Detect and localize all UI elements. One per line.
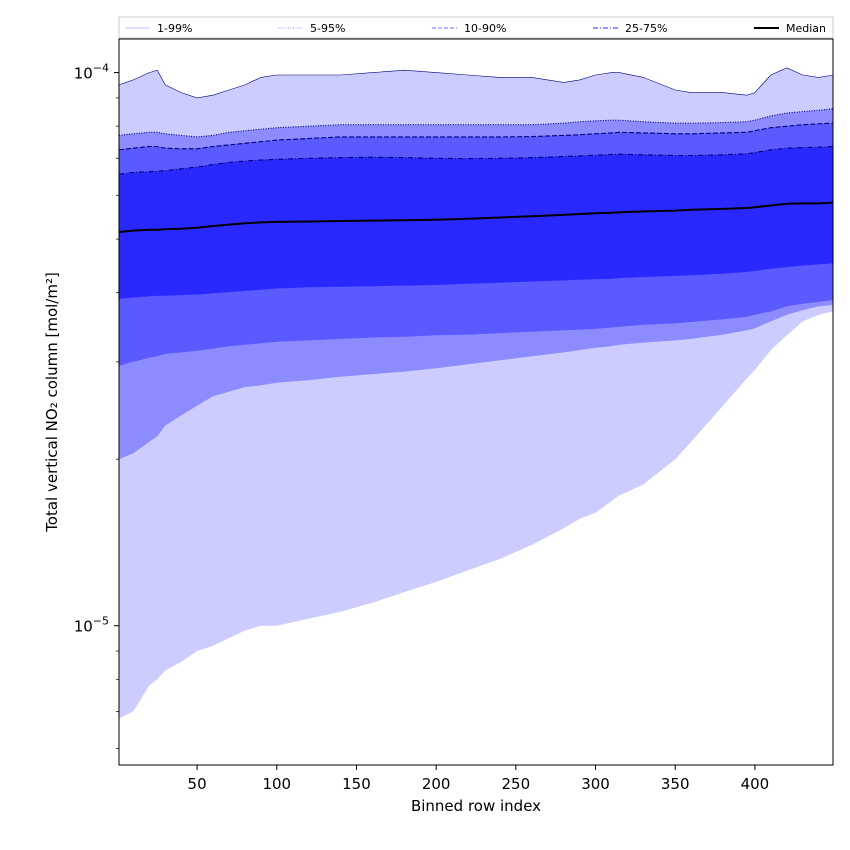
y-tick-label: 10−4 (74, 62, 109, 83)
x-tick-label: 250 (502, 775, 531, 793)
legend-box (118, 16, 834, 39)
legend-label: 1-99% (157, 22, 192, 35)
y-tick-label: 10−5 (74, 615, 109, 636)
x-tick-label: 350 (661, 775, 690, 793)
legend-label: 5-95% (310, 22, 345, 35)
legend: 1-99% 5-95% 10-90% 25-75% Median (118, 16, 834, 39)
x-axis-ticks: 50 100 150 200 250 300 350 400 (188, 765, 770, 793)
band-upper-edge-1-99% (118, 67, 834, 99)
x-tick-label: 50 (188, 775, 207, 793)
band-edges (118, 67, 834, 175)
band-upper-edge-25-75% (118, 145, 834, 175)
band-upper-edge-5-95% (118, 108, 834, 138)
percentile-bands (119, 67, 833, 719)
legend-label: Median (786, 22, 826, 35)
x-tick-label: 100 (262, 775, 291, 793)
x-tick-label: 200 (422, 775, 451, 793)
plot-frame (118, 38, 834, 766)
x-axis-label: Binned row index (411, 797, 541, 815)
band-upper-edge-10-90% (118, 122, 834, 151)
median-line (118, 201, 834, 233)
legend-label: 25-75% (625, 22, 667, 35)
x-tick-label: 300 (581, 775, 610, 793)
legend-label: 10-90% (464, 22, 506, 35)
y-axis-ticks: 10−5 10−4 (74, 62, 119, 749)
band-25-75% (119, 146, 833, 299)
x-tick-label: 400 (741, 775, 770, 793)
y-axis-label: Total vertical NO₂ column [mol/m²] (43, 272, 61, 533)
x-tick-label: 150 (342, 775, 371, 793)
